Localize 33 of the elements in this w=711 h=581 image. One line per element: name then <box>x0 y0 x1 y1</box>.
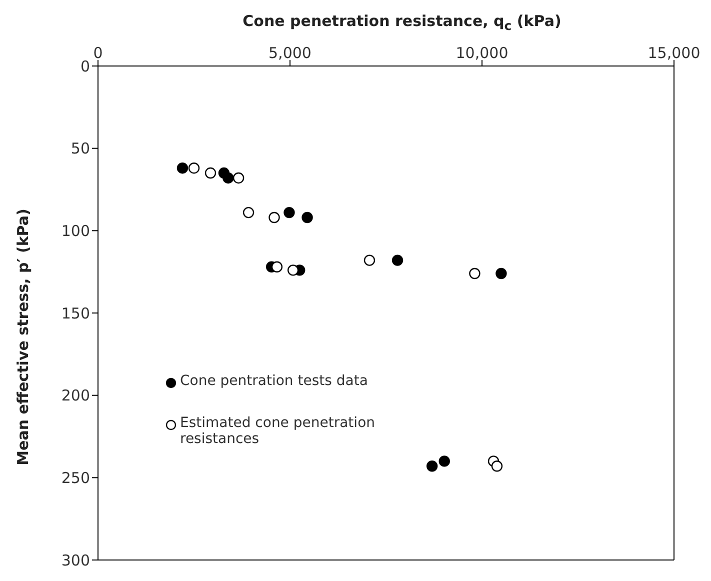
x-axis-title: Cone penetration resistance, q$_{c}$ (kPa) <box>242 12 562 33</box>
point <box>469 268 480 280</box>
y-tick-label: 100 <box>61 222 90 240</box>
point <box>364 254 376 266</box>
x-tick-label: 5,000 <box>268 44 312 62</box>
point <box>268 212 280 224</box>
point <box>271 261 283 272</box>
y-axis-title: Mean effective stress, p′ (kPa) <box>14 208 32 466</box>
point <box>284 206 295 218</box>
x-tick-label: 15,000 <box>648 44 700 62</box>
point <box>392 254 404 266</box>
y-tick-label: 300 <box>61 551 90 570</box>
point <box>496 268 507 280</box>
y-tick-label: 50 <box>70 140 90 158</box>
y-tick-label: 150 <box>61 304 90 322</box>
point <box>188 162 200 174</box>
point <box>242 206 254 218</box>
point <box>232 172 244 184</box>
point <box>287 264 299 276</box>
y-tick-label: 250 <box>61 468 90 487</box>
legend-label: Cone pentration tests data <box>180 373 368 389</box>
y-tick-label: 200 <box>61 386 90 405</box>
point <box>204 167 216 179</box>
legend-label: Estimated cone penetration resistances <box>180 415 376 447</box>
point <box>438 456 450 467</box>
point <box>491 460 503 472</box>
x-tick-label: 0 <box>93 44 103 62</box>
point <box>302 212 313 224</box>
y-tick-label: 0 <box>80 57 90 76</box>
point <box>426 460 438 472</box>
point <box>176 162 188 174</box>
x-tick-label: 10,000 <box>456 44 508 62</box>
point <box>222 172 234 184</box>
